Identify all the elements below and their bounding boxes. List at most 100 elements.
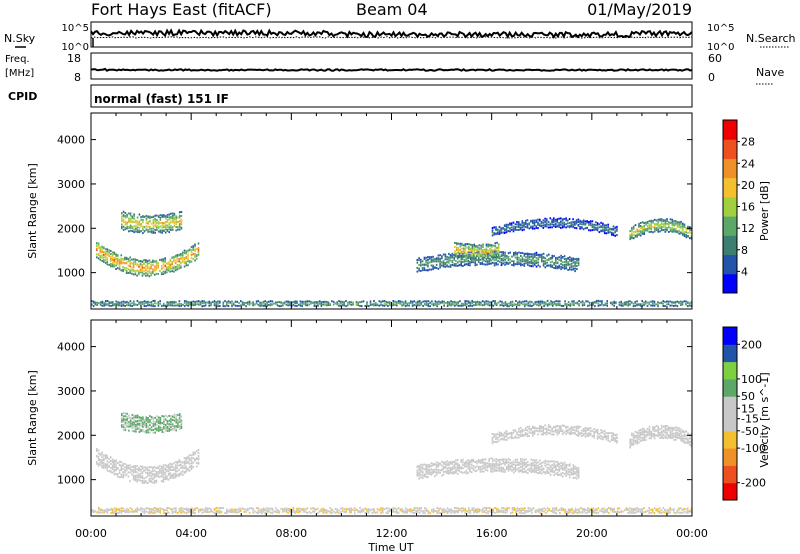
echo-cell — [607, 436, 609, 439]
echo-cell — [126, 213, 128, 216]
echo-cell — [240, 304, 242, 307]
echo-cell — [497, 255, 499, 258]
echo-cell — [556, 473, 559, 476]
echo-cell — [644, 302, 647, 305]
echo-cell — [141, 475, 144, 478]
echo-cell — [189, 303, 191, 306]
echo-cell — [464, 254, 467, 257]
echo-cell — [240, 300, 242, 303]
echo-cell — [485, 254, 488, 257]
echo-cell — [157, 222, 160, 225]
echo-cell — [148, 480, 151, 483]
echo-cell — [145, 264, 147, 267]
echo-cell — [304, 508, 307, 511]
echo-cell — [532, 253, 534, 256]
echo-cell — [507, 432, 509, 435]
echo-cell — [588, 223, 590, 226]
echo-cell — [449, 461, 452, 464]
echo-cell — [641, 427, 644, 430]
echo-cell — [156, 226, 158, 229]
echo-cell — [544, 260, 547, 263]
echo-cell — [164, 512, 167, 515]
echo-cell — [133, 304, 135, 306]
echo-cell — [439, 264, 441, 267]
echo-cell — [689, 237, 691, 240]
echo-cell — [574, 261, 576, 264]
echo-cell — [475, 256, 477, 259]
echo-cell — [469, 467, 471, 470]
echo-cell — [149, 424, 151, 427]
echo-cell — [533, 430, 536, 433]
echo-cell — [532, 257, 534, 260]
echo-cell — [560, 428, 562, 431]
echo-cell — [212, 510, 214, 513]
echo-cell — [315, 301, 317, 303]
echo-cell — [136, 420, 139, 423]
echo-cell — [348, 301, 351, 303]
echo-cell — [459, 245, 461, 248]
echo-cell — [166, 304, 168, 307]
echo-cell — [276, 511, 279, 514]
echo-cell — [556, 267, 559, 270]
echo-cell — [462, 265, 464, 267]
echo-cell — [149, 215, 151, 218]
echo-cell — [189, 507, 191, 510]
echo-cell — [671, 229, 674, 232]
echo-cell — [497, 263, 499, 266]
echo-cell — [167, 265, 170, 268]
echo-cell — [195, 457, 198, 460]
echo-cell — [315, 508, 317, 511]
echo-cell — [498, 469, 501, 472]
echo-cell — [245, 508, 247, 511]
echo-cell — [160, 267, 163, 270]
echo-cell — [410, 508, 412, 511]
echo-cell — [558, 468, 561, 471]
echo-cell — [248, 507, 251, 510]
echo-cell — [634, 430, 637, 433]
echo-cell — [646, 224, 649, 227]
echo-cell — [457, 511, 459, 514]
echo-cell — [166, 225, 169, 228]
echo-cell — [675, 228, 677, 231]
echo-cell — [530, 226, 532, 229]
echo-cell — [410, 510, 412, 513]
echo-cell — [634, 234, 637, 237]
echo-cell — [420, 261, 422, 263]
echo-cell — [161, 427, 163, 430]
echo-cell — [580, 301, 582, 304]
echo-cell — [145, 217, 148, 220]
echo-cell — [453, 507, 456, 509]
echo-cell — [662, 219, 665, 222]
echo-cell — [660, 229, 663, 232]
echo-cell — [115, 268, 117, 270]
echo-cell — [502, 468, 504, 471]
echo-cell — [537, 472, 540, 475]
echo-cell — [155, 471, 158, 473]
echo-cell — [568, 218, 571, 220]
echo-cell — [146, 273, 149, 276]
echo-cell — [520, 460, 522, 463]
echo-cell — [427, 476, 429, 478]
echo-cell — [567, 257, 569, 259]
echo-cell — [509, 261, 511, 264]
echo-cell — [432, 470, 434, 473]
echo-cell — [524, 303, 526, 306]
echo-cell — [163, 420, 165, 423]
echo-cell — [444, 466, 447, 469]
echo-cell — [498, 257, 501, 260]
echo-cell — [446, 264, 448, 267]
echo-cell — [455, 243, 458, 246]
echo-cell — [461, 252, 463, 255]
echo-cell — [655, 303, 657, 306]
echo-cell — [224, 305, 226, 308]
echo-cell — [420, 473, 422, 476]
echo-cell — [155, 467, 158, 470]
echo-cell — [556, 218, 559, 221]
echo-cell — [493, 226, 495, 229]
echo-cell — [530, 469, 533, 472]
echo-cell — [157, 466, 159, 468]
echo-cell — [584, 429, 587, 432]
echo-cell — [648, 303, 650, 306]
echo-cell — [176, 303, 179, 306]
echo-cell — [122, 214, 125, 217]
